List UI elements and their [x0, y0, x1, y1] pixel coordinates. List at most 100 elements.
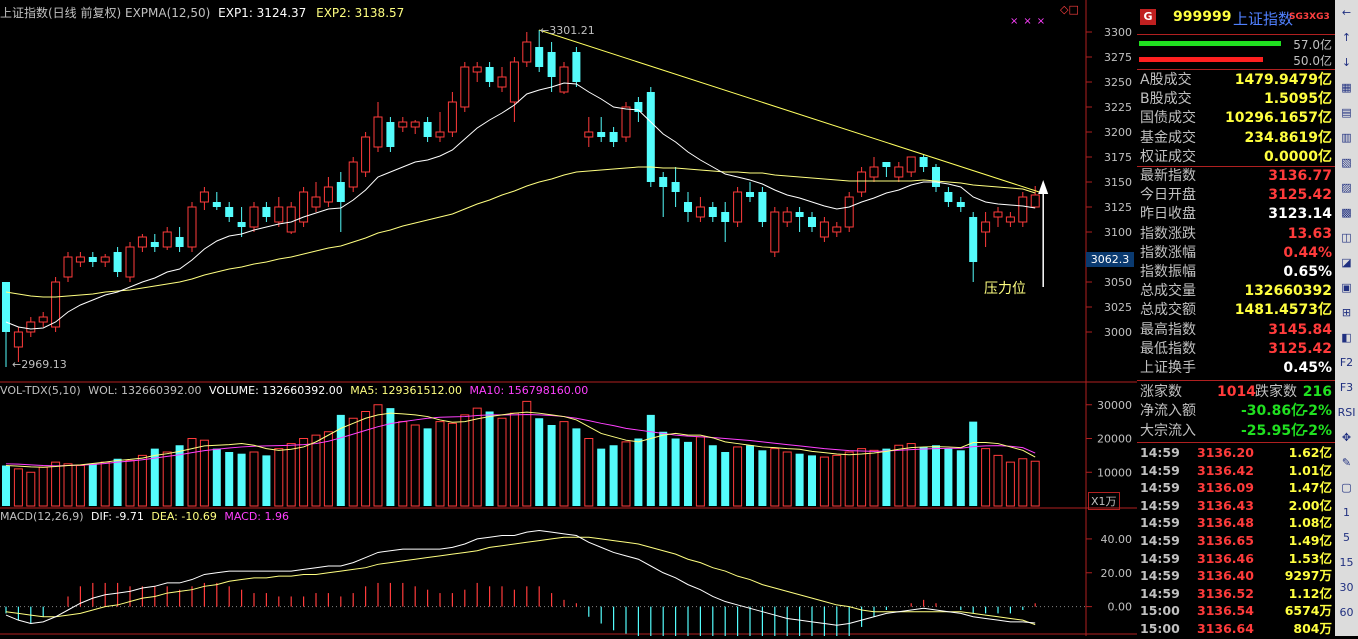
candle-body-up: [733, 191, 743, 223]
toolbar-button[interactable]: 1: [1343, 506, 1350, 519]
toolbar-button[interactable]: ◫: [1341, 231, 1352, 244]
tick-row[interactable]: 14:59 3136.43 2.00亿: [1137, 497, 1335, 515]
tick-volume: 1.47亿: [1288, 480, 1332, 496]
quote-value: 3125.42: [1268, 340, 1332, 357]
toolbar-button[interactable]: 30: [1339, 581, 1354, 594]
toolbar-button[interactable]: ▧: [1341, 156, 1352, 169]
toolbar-button[interactable]: ▦: [1341, 81, 1352, 94]
quote-row: A股成交 1479.9479亿: [1137, 71, 1335, 90]
low-price-label: ←2969.13: [12, 358, 67, 371]
tick-row[interactable]: 15:00 3136.54 6574万: [1137, 602, 1335, 620]
toolbar-button[interactable]: ←: [1341, 6, 1352, 19]
toolbar-button[interactable]: F3: [1339, 381, 1354, 394]
candle-body-down: [2, 282, 10, 332]
quote-value: 3125.42: [1268, 187, 1332, 204]
volume-bar-down: [659, 431, 668, 506]
tick-price: 3136.52: [1197, 585, 1254, 601]
candle-body-down: [597, 132, 606, 137]
restore-icon[interactable]: ◇: [1060, 3, 1069, 16]
toolbar-button[interactable]: 15: [1339, 556, 1354, 569]
tick-row[interactable]: 14:59 3136.52 1.12亿: [1137, 585, 1335, 603]
candle-body-down: [237, 222, 246, 227]
volume-bar-up: [299, 438, 309, 507]
toolbar-button[interactable]: ▤: [1341, 106, 1352, 119]
tick-volume: 6574万: [1284, 603, 1332, 619]
kline-svg[interactable]: 3300327532503225320031753150312531003075…: [0, 0, 1137, 639]
volume-bar-up: [63, 463, 73, 507]
toolbar-button[interactable]: ⊞: [1341, 306, 1352, 319]
tick-row[interactable]: 14:59 3136.20 1.62亿: [1137, 444, 1335, 462]
tick-row[interactable]: 14:59 3136.09 1.47亿: [1137, 479, 1335, 497]
volume-bar-up: [311, 434, 321, 507]
quote-row: 国债成交 10296.1657亿: [1137, 109, 1335, 128]
price-tick-label: 3050: [1104, 276, 1132, 289]
volume-bar-up: [906, 443, 916, 507]
volume-tick-label: 10000: [1097, 466, 1132, 479]
volume-ma5-line: [5, 411, 1036, 468]
toolbar-button[interactable]: RSI: [1337, 406, 1356, 419]
toolbar-button[interactable]: 5: [1343, 531, 1350, 544]
candle-body-down: [572, 52, 581, 82]
toolbar-button[interactable]: F2: [1339, 356, 1354, 369]
toolbar-button[interactable]: ↓: [1341, 56, 1352, 69]
candle-body-down: [758, 192, 767, 222]
candle-body-down: [969, 217, 978, 262]
volume-bar-up: [1030, 460, 1040, 507]
toolbar-button[interactable]: ◧: [1341, 331, 1352, 344]
main-indicator-title: 上证指数(日线 前复权) EXPMA(12,50): [0, 6, 211, 20]
tick-row[interactable]: 14:59 3136.48 1.08亿: [1137, 514, 1335, 532]
tick-row[interactable]: 15:00 3136.64 804万: [1137, 620, 1335, 638]
toolbar-button[interactable]: ✥: [1341, 431, 1352, 444]
tick-row[interactable]: 14:59 3136.46 1.53亿: [1137, 550, 1335, 568]
candle-body-down: [746, 192, 754, 197]
toolbar-button[interactable]: ✎: [1341, 456, 1352, 469]
toolbar-button[interactable]: ▢: [1341, 481, 1352, 494]
exchange-badge[interactable]: G: [1140, 9, 1156, 25]
volume-bar-up: [869, 449, 879, 507]
candle-body-up: [869, 166, 879, 178]
tick-price: 3136.40: [1197, 568, 1254, 584]
volume-bar-down: [932, 445, 940, 506]
tick-row[interactable]: 14:59 3136.42 1.01亿: [1137, 462, 1335, 480]
tick-row[interactable]: 14:59 3136.40 9297万: [1137, 567, 1335, 585]
toolbar-button[interactable]: ▥: [1341, 131, 1352, 144]
ema-slow-line: [5, 166, 1036, 298]
candle-body-up: [75, 256, 85, 263]
candle-body-up: [447, 101, 457, 133]
candle-body-up: [162, 231, 172, 248]
toolbar-button[interactable]: ▨: [1341, 181, 1352, 194]
kline-chart-area[interactable]: 3300327532503225320031753150312531003075…: [0, 0, 1137, 639]
toolbar-button[interactable]: ▩: [1341, 206, 1352, 219]
macd-tick-label: 0.00: [1108, 601, 1133, 614]
volume-bar-down: [795, 453, 804, 506]
tick-volume: 804万: [1293, 621, 1332, 636]
volume-bar-up: [274, 448, 284, 507]
price-tick-label: 3100: [1104, 226, 1132, 239]
candle-body-up: [286, 206, 296, 233]
breadth-row: 涨家数 1014 跌家数 216: [1140, 384, 1332, 400]
toolbar-button[interactable]: ▣: [1341, 281, 1352, 294]
close-icon[interactable]: □: [1068, 3, 1079, 16]
candle-body-up: [559, 66, 569, 93]
volume-bar-up: [361, 411, 371, 507]
chart-window-controls[interactable]: ◇□: [1060, 3, 1079, 16]
candle-body-up: [100, 256, 110, 263]
toolbar-button[interactable]: 60: [1339, 606, 1354, 619]
toolbar-button[interactable]: ↑: [1341, 31, 1352, 44]
quote-value: 1479.9479亿: [1234, 72, 1332, 88]
volume-bar-up: [398, 421, 408, 507]
volume-bar-down: [2, 465, 10, 506]
tick-price: 3136.54: [1197, 603, 1254, 619]
candle-body-up: [26, 321, 36, 333]
candle-body-up: [497, 76, 507, 88]
volume-bar-down: [919, 446, 928, 506]
buy-power-value: 57.0亿: [1293, 38, 1332, 52]
volume-bar-down: [113, 458, 122, 506]
candle-body-down: [386, 122, 395, 147]
tick-row[interactable]: 14:59 3136.65 1.49亿: [1137, 532, 1335, 550]
toolbar-button[interactable]: ◪: [1341, 256, 1352, 269]
price-tick-label: 3250: [1104, 76, 1132, 89]
quote-label: 指数涨跌: [1140, 225, 1196, 242]
tick-price: 3136.64: [1197, 621, 1254, 636]
candle-body-down: [150, 242, 159, 247]
